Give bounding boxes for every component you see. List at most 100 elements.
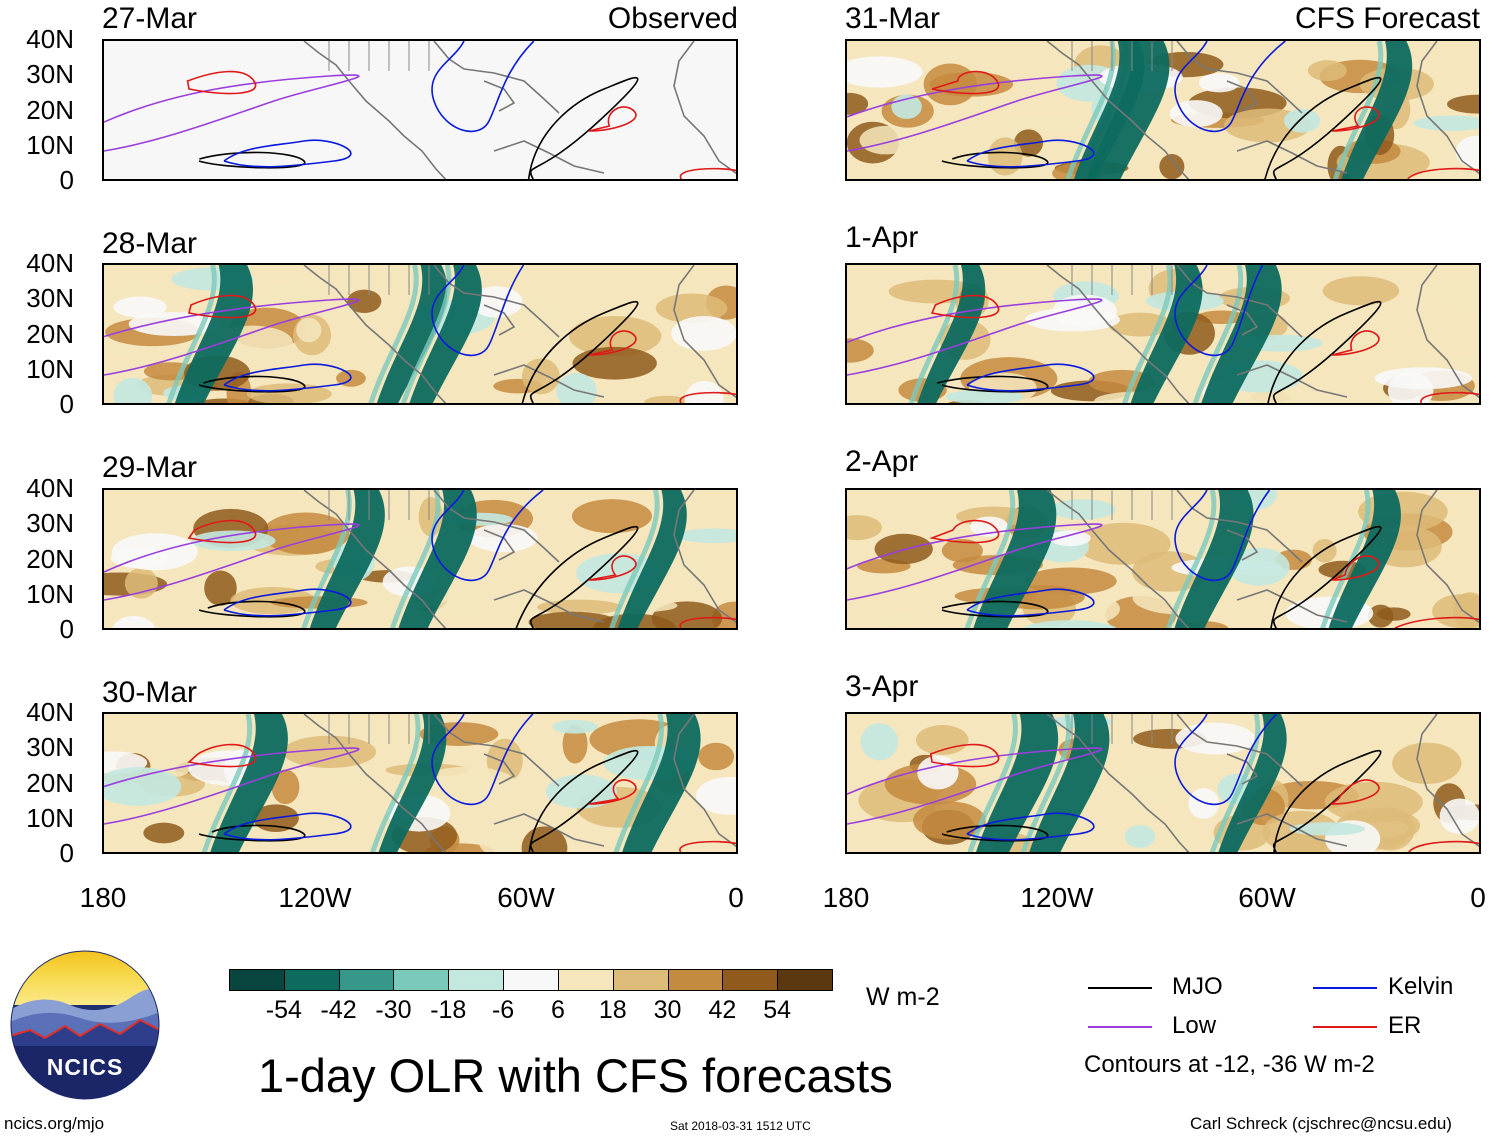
legend-mjo-line	[1088, 987, 1152, 989]
positive-olr-anomaly	[104, 281, 179, 299]
latitude-label: 10N	[26, 803, 74, 833]
negative-olr-anomaly	[1328, 490, 1401, 628]
negative-olr-anomaly	[1201, 265, 1282, 403]
er-contour	[1406, 167, 1479, 179]
kelvin-contour	[431, 490, 544, 582]
positive-olr-anomaly	[1367, 604, 1394, 628]
weak-olr-anomaly	[860, 723, 899, 761]
olr-map	[847, 490, 1479, 628]
latitude-label: 20N	[26, 544, 74, 574]
positive-olr-anomaly	[479, 829, 520, 852]
negative-olr-anomaly	[309, 490, 385, 628]
positive-olr-anomaly	[521, 358, 560, 395]
positive-olr-anomaly	[282, 735, 377, 768]
colorbar-tick-label: -6	[491, 996, 515, 1024]
low-contour	[847, 298, 1103, 376]
coastline	[1046, 265, 1190, 403]
legend-low-line	[1088, 1026, 1152, 1028]
positive-olr-anomaly	[1445, 354, 1479, 368]
positive-olr-anomaly	[1324, 781, 1423, 823]
positive-olr-anomaly	[874, 533, 933, 565]
negative-olr-anomaly	[617, 490, 687, 628]
weak-olr-anomaly	[113, 296, 167, 318]
negative-olr-anomaly	[622, 714, 701, 852]
latitude-label: 10N	[26, 130, 74, 160]
colorbar-tick-label: -18	[430, 996, 467, 1024]
observed-map-panel	[102, 488, 738, 630]
panel-date-label: 3-Apr	[845, 670, 919, 703]
positive-olr-anomaly	[1307, 60, 1347, 82]
weak-olr-anomaly	[891, 94, 922, 119]
weak-olr-anomaly	[695, 776, 736, 815]
mjo-contour	[1270, 525, 1382, 628]
positive-olr-anomaly	[1430, 282, 1479, 310]
latitude-label: 10N	[26, 354, 74, 384]
olr-map	[847, 265, 1479, 403]
panel-date-label: 2-Apr	[845, 445, 919, 478]
positive-olr-anomaly	[568, 315, 662, 357]
left-column-title: Observed	[607, 2, 738, 35]
footer-url: ncics.org/mjo	[4, 1114, 105, 1133]
colorbar-tick-label: 54	[763, 996, 792, 1024]
positive-olr-anomaly	[271, 769, 300, 805]
er-contour	[187, 743, 257, 768]
coastline	[673, 41, 736, 175]
coastline	[1416, 265, 1479, 399]
observed-map-panel	[102, 39, 738, 181]
weak-olr-anomaly	[676, 528, 736, 544]
er-contour	[1420, 391, 1479, 403]
weak-olr-anomaly	[1049, 530, 1091, 547]
panel-date-label: 29-Mar	[102, 451, 198, 484]
kelvin-contour	[431, 714, 534, 806]
kelvin-contour	[431, 265, 525, 357]
negative-olr-anomaly-edge	[201, 714, 253, 852]
negative-olr-anomaly-edge	[1209, 714, 1261, 852]
negative-olr-anomaly-edge	[166, 265, 217, 403]
coastline	[493, 589, 605, 623]
olr-map	[104, 714, 736, 852]
positive-olr-anomaly	[528, 611, 617, 628]
positive-olr-anomaly	[671, 549, 711, 591]
coastline	[1236, 140, 1348, 174]
colorbar-swatch	[777, 969, 833, 991]
low-contour	[104, 298, 360, 376]
lon-label-0-right: 0	[1470, 882, 1486, 913]
coastline	[1226, 304, 1259, 336]
positive-olr-anomaly	[847, 338, 874, 363]
weak-olr-anomaly	[847, 56, 923, 88]
olr-map	[104, 265, 736, 403]
er-contour	[929, 743, 1000, 768]
legend-mjo-label: MJO	[1172, 973, 1223, 1000]
weak-olr-anomaly	[1175, 722, 1255, 755]
negative-olr-anomaly-edge	[908, 265, 960, 403]
positive-olr-anomaly	[923, 63, 977, 106]
olr-map	[847, 714, 1479, 852]
kelvin-contour	[1174, 714, 1278, 806]
kelvin-contour	[1174, 41, 1286, 133]
positive-olr-anomaly	[847, 515, 882, 541]
logo-text: NCICS	[46, 1054, 124, 1080]
kelvin-contour	[223, 812, 352, 841]
positive-olr-anomaly	[913, 801, 986, 840]
coastline	[1046, 41, 1190, 179]
positive-olr-anomaly	[296, 317, 322, 343]
er-contour	[588, 106, 637, 132]
mjo-contour	[527, 76, 639, 179]
weak-olr-anomaly	[945, 389, 1023, 403]
weak-olr-anomaly	[671, 316, 736, 351]
er-contour	[186, 70, 257, 95]
panel-date-label: 1-Apr	[845, 221, 919, 254]
kelvin-contour	[223, 588, 352, 617]
negative-olr-anomaly	[1074, 41, 1145, 179]
latitude-label: 40N	[26, 24, 74, 54]
positive-olr-anomaly	[644, 395, 690, 403]
coastline	[1226, 80, 1259, 112]
positive-olr-anomaly	[1312, 539, 1337, 563]
er-contour	[1331, 330, 1380, 356]
positive-olr-anomaly	[571, 499, 652, 534]
negative-olr-anomaly-edge	[967, 714, 1018, 852]
positive-olr-anomaly	[143, 822, 185, 844]
weak-olr-anomaly	[1227, 547, 1290, 586]
lon-label-120w-left: 120W	[278, 882, 352, 913]
negative-olr-anomaly	[175, 265, 253, 403]
